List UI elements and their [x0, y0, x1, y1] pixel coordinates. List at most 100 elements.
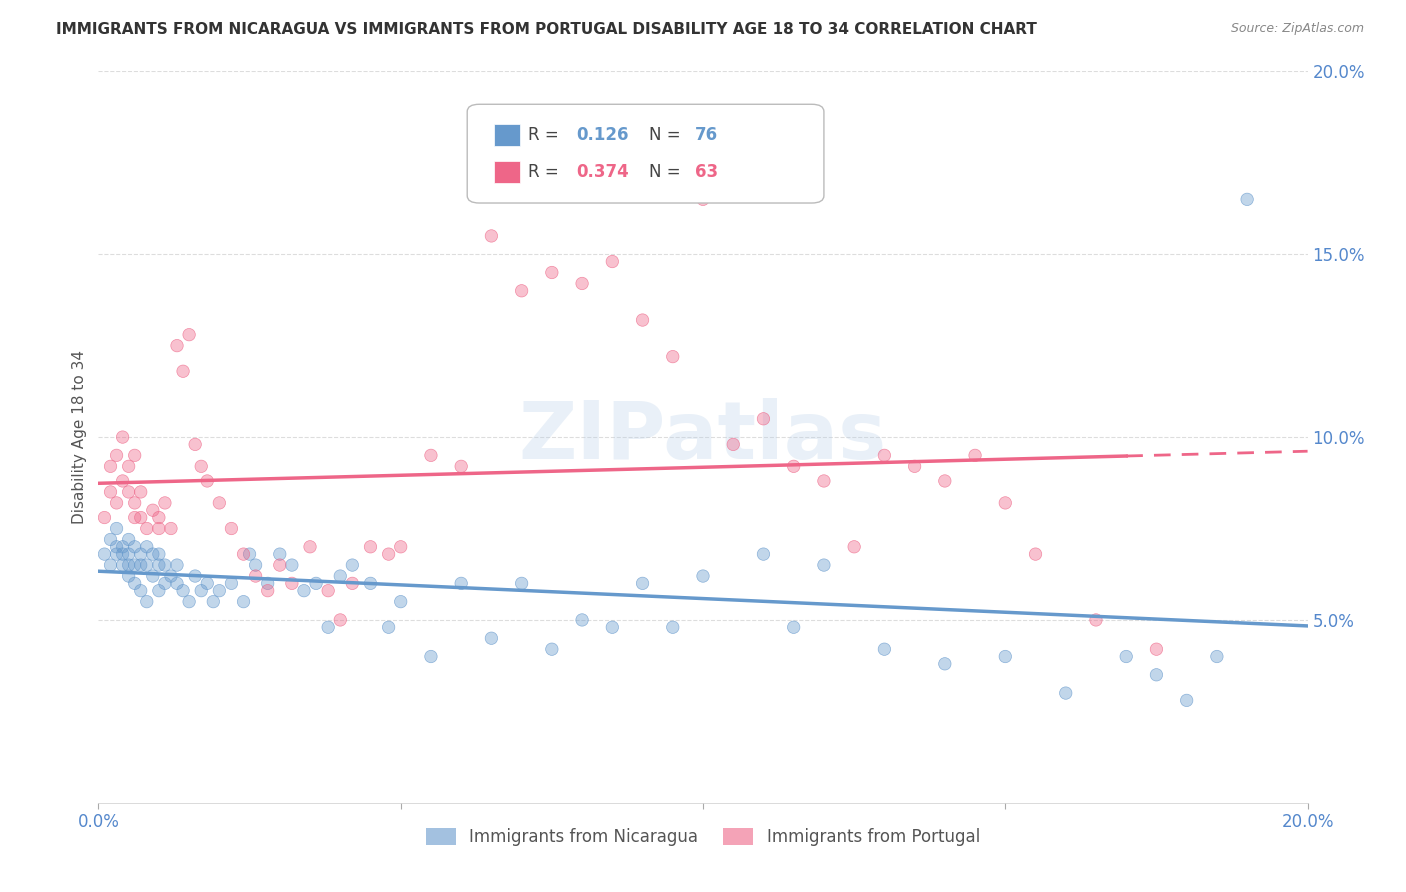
Point — [692, 192, 714, 206]
Point — [118, 485, 141, 500]
Point — [118, 459, 141, 474]
Point — [360, 540, 382, 554]
Point — [783, 459, 806, 474]
Point — [1115, 649, 1137, 664]
Point — [153, 576, 176, 591]
Point — [631, 313, 654, 327]
Point — [602, 620, 624, 634]
Point — [1144, 642, 1167, 657]
Point — [135, 521, 157, 535]
Point — [934, 474, 956, 488]
Point — [752, 547, 775, 561]
Point — [1175, 693, 1198, 707]
Point — [111, 547, 134, 561]
Point — [111, 430, 134, 444]
Point — [1024, 547, 1046, 561]
Point — [1144, 642, 1167, 657]
Point — [118, 533, 141, 547]
Point — [124, 448, 146, 462]
Point — [329, 569, 352, 583]
Point — [481, 229, 503, 244]
Point — [292, 583, 315, 598]
Point — [179, 594, 201, 608]
Point — [100, 459, 122, 474]
Point — [142, 547, 165, 561]
Point — [142, 569, 165, 583]
Text: ZIPatlas: ZIPatlas — [519, 398, 887, 476]
Point — [111, 474, 134, 488]
Point — [118, 485, 141, 500]
Point — [377, 547, 399, 561]
Point — [172, 583, 194, 598]
Point — [153, 558, 176, 573]
Point — [783, 620, 806, 634]
Point — [105, 448, 128, 462]
Point — [329, 613, 352, 627]
Point — [540, 266, 562, 280]
Point — [1024, 547, 1046, 561]
Point — [661, 350, 683, 364]
Point — [305, 576, 328, 591]
Point — [239, 547, 262, 561]
Point — [904, 459, 927, 474]
Point — [118, 547, 141, 561]
Point — [783, 459, 806, 474]
Point — [202, 594, 225, 608]
Point — [934, 474, 956, 488]
Point — [342, 558, 364, 573]
Point — [813, 558, 835, 573]
Point — [540, 642, 562, 657]
Point — [571, 277, 593, 291]
Point — [934, 657, 956, 671]
Point — [1054, 686, 1077, 700]
Point — [269, 558, 291, 573]
Point — [389, 594, 412, 608]
Point — [450, 576, 472, 591]
Point — [934, 657, 956, 671]
Point — [232, 547, 254, 561]
Point — [221, 576, 243, 591]
Point — [316, 620, 339, 634]
Point — [129, 558, 152, 573]
Point — [148, 558, 170, 573]
Point — [160, 521, 183, 535]
Point — [172, 364, 194, 378]
Point — [129, 583, 152, 598]
Point — [813, 474, 835, 488]
Point — [105, 540, 128, 554]
Point — [208, 496, 231, 510]
Point — [316, 620, 339, 634]
Point — [342, 558, 364, 573]
Point — [118, 558, 141, 573]
Point — [105, 521, 128, 535]
Point — [190, 583, 212, 598]
Point — [316, 583, 339, 598]
Point — [1054, 686, 1077, 700]
Point — [148, 510, 170, 524]
Point — [124, 558, 146, 573]
Point — [202, 594, 225, 608]
Point — [142, 547, 165, 561]
Point — [239, 547, 262, 561]
Point — [124, 496, 146, 510]
Point — [844, 540, 866, 554]
Point — [994, 649, 1017, 664]
Point — [299, 540, 322, 554]
Point — [142, 503, 165, 517]
Point — [481, 632, 503, 646]
Point — [129, 510, 152, 524]
Point — [105, 521, 128, 535]
Point — [813, 558, 835, 573]
Point — [873, 642, 896, 657]
Text: N =: N = — [648, 162, 686, 180]
Point — [389, 594, 412, 608]
Point — [450, 576, 472, 591]
Point — [166, 558, 188, 573]
Point — [93, 510, 115, 524]
Point — [195, 576, 218, 591]
Point — [148, 558, 170, 573]
Point — [129, 510, 152, 524]
Point — [1206, 649, 1229, 664]
Point — [360, 576, 382, 591]
Point — [1236, 192, 1258, 206]
